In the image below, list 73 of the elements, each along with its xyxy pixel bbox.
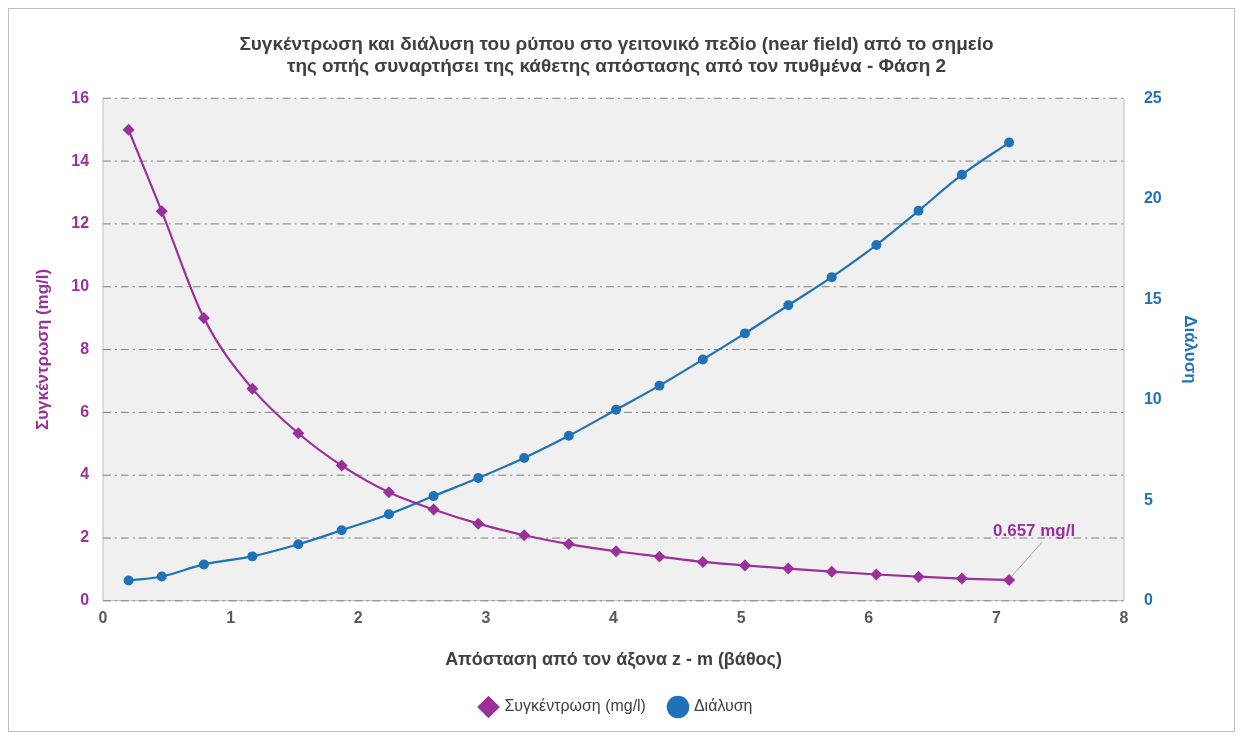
x-tick-label: 3 (481, 608, 491, 626)
y-tick-label: 4 (80, 465, 90, 483)
point (293, 539, 304, 550)
point (155, 205, 168, 218)
point (654, 380, 665, 391)
point (519, 452, 530, 463)
legend-label: Διάλυση (693, 697, 753, 715)
point (1003, 573, 1016, 586)
x-tick-label: 7 (991, 608, 1001, 626)
y-tick-label: 6 (80, 402, 90, 420)
point (826, 272, 837, 283)
point (123, 575, 134, 586)
x-tick-label: 6 (864, 608, 874, 626)
x-tick-label: 1 (226, 608, 236, 626)
point (738, 559, 751, 572)
point (912, 570, 925, 583)
point (197, 312, 210, 325)
point (1004, 137, 1015, 148)
point (697, 354, 708, 365)
point (336, 525, 347, 536)
annotation: 0.657 mg/l (993, 521, 1076, 541)
point (871, 240, 882, 250)
point (739, 328, 750, 339)
point (611, 404, 622, 415)
point (653, 550, 666, 563)
x-tick-label: 2 (353, 608, 363, 626)
point (696, 555, 709, 568)
y-tick-label: 8 (80, 339, 90, 357)
point (518, 529, 531, 542)
y-tick-label: 12 (71, 214, 90, 232)
point (913, 205, 924, 216)
y-tick-label: 10 (71, 277, 90, 295)
point (472, 517, 485, 530)
y2-axis-title: Διάλυση (1181, 315, 1201, 384)
point (956, 169, 967, 180)
x-axis-title: Απόσταση από τον άξονα z - m (βάθος) (445, 649, 782, 671)
y-tick-label: 0 (80, 590, 90, 608)
chart-title: Συγκέντρωση και διάλυση του ρύπου στο γειτονικό πεδίο (near field) από το σημείο της οπής συναρτήσει της κάθετης απόστασης από τον πυθμένα - Φάση 2 (239, 32, 994, 77)
point (782, 562, 795, 575)
point (825, 565, 838, 578)
point (870, 568, 883, 581)
point (292, 427, 305, 440)
x-tick-label: 0 (98, 608, 108, 626)
point (427, 503, 440, 516)
y-tick-label: 14 (71, 151, 90, 169)
point (156, 571, 167, 582)
point (783, 300, 794, 311)
point (198, 559, 209, 570)
y2-tick-label: 20 (1143, 189, 1162, 207)
y-tick-label: 16 (71, 88, 90, 106)
point (955, 572, 968, 585)
y-axis-title: Συγκέντρωση (mg/l) (32, 268, 52, 430)
point (383, 509, 394, 520)
point (246, 382, 259, 395)
y-tick-label: 2 (80, 528, 90, 546)
point (335, 459, 348, 472)
point (562, 538, 575, 551)
point (247, 551, 258, 562)
legend-label: Συγκέντρωση (mg/l) (504, 697, 646, 715)
point (122, 123, 135, 136)
x-tick-label: 4 (609, 608, 619, 626)
x-tick-label: 8 (1119, 608, 1129, 626)
point (473, 473, 484, 484)
y2-tick-label: 10 (1143, 390, 1162, 408)
point (610, 545, 623, 558)
point (382, 486, 395, 499)
point (428, 491, 439, 502)
y2-tick-label: 5 (1143, 490, 1153, 508)
x-tick-label: 5 (736, 608, 746, 626)
point (563, 430, 574, 441)
y2-tick-label: 25 (1143, 88, 1162, 106)
y2-tick-label: 15 (1143, 289, 1162, 307)
y2-tick-label: 0 (1143, 590, 1153, 608)
